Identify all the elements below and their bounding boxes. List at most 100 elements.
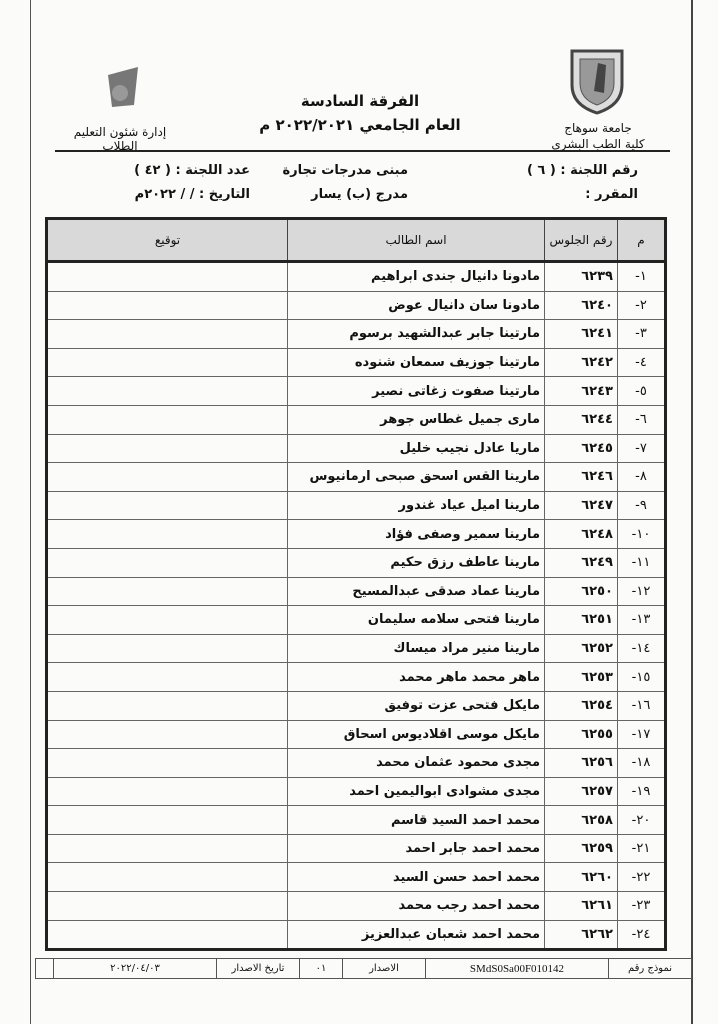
- seat-number: ٦٢٤٦: [544, 462, 618, 492]
- student-name: مارينا عماد صدقى عبدالمسيح: [287, 576, 545, 607]
- signature-cell: [46, 462, 288, 492]
- seat-number: ٦٢٤٤: [544, 404, 618, 435]
- edition: ٠١: [299, 959, 342, 978]
- table-row: ٢٤- ٦٢٦٢ محمد احمد شعبان عبدالعزيز: [46, 919, 666, 951]
- faculty-name: كلية الطب البشرى: [551, 137, 645, 151]
- form-footer: نموذج رقم SMdS0Sa00F010142 الاصدار ٠١ تا…: [35, 958, 692, 979]
- university-name: جامعة سوهاج: [564, 121, 632, 135]
- table-row: ٤- ٦٢٤٢ مارتينا جوزيف سمعان شنوده: [46, 347, 666, 378]
- table-row: ٢٠- ٦٢٥٨ محمد احمد السيد قاسم: [46, 805, 666, 835]
- seat-number: ٦٢٤٥: [544, 433, 618, 464]
- row-index: ١٧-: [617, 719, 666, 750]
- seat-number: ٦٢٥٣: [544, 662, 618, 692]
- row-index: ٦-: [617, 404, 666, 435]
- student-name: مارينا القس اسحق صبحى ارمانيوس: [287, 462, 545, 492]
- signature-cell: [46, 891, 288, 921]
- seat-number: ٦٢٦١: [544, 891, 618, 921]
- seat-number: ٦٢٥٥: [544, 719, 618, 750]
- signature-cell: [46, 776, 288, 807]
- row-index: ٢٣-: [617, 891, 666, 921]
- seat-number: ٦٢٥٧: [544, 776, 618, 807]
- student-name: مايكل فتحى عزت توفيق: [287, 690, 545, 721]
- footer-blank: [36, 959, 53, 978]
- signature-cell: [46, 290, 288, 321]
- signature-cell: [46, 719, 288, 750]
- seat-number: ٦٢٥٤: [544, 690, 618, 721]
- row-index: ٢١-: [617, 833, 666, 864]
- signature-cell: [46, 748, 288, 778]
- row-index: ١-: [617, 261, 666, 292]
- header-name: اسم الطالب: [287, 218, 545, 263]
- page-frame: [30, 0, 693, 1024]
- form-label: نموذج رقم: [608, 959, 691, 978]
- table-row: ١١- ٦٢٤٩ مارينا عاطف رزق حكيم: [46, 547, 666, 578]
- signature-cell: [46, 605, 288, 635]
- row-index: ١٨-: [617, 748, 666, 778]
- row-index: ١٢-: [617, 576, 666, 607]
- seat-number: ٦٢٥٠: [544, 576, 618, 607]
- seat-number: ٦٢٥٩: [544, 833, 618, 864]
- table-header-row: م رقم الجلوس اسم الطالب توقيع: [46, 218, 666, 263]
- student-name: محمد احمد رجب محمد: [287, 891, 545, 921]
- table-row: ٥- ٦٢٤٣ مارتينا صفوت زغاتى نصير: [46, 376, 666, 406]
- seat-number: ٦٢٣٩: [544, 261, 618, 292]
- seat-number: ٦٢٥٦: [544, 748, 618, 778]
- signature-cell: [46, 662, 288, 692]
- table-row: ١٩- ٦٢٥٧ مجدى مشوادى ابواليمين احمد: [46, 776, 666, 807]
- signature-cell: [46, 347, 288, 378]
- seat-number: ٦٢٤٧: [544, 490, 618, 521]
- student-name: مارينا سمير وصفى فؤاد: [287, 519, 545, 549]
- signature-cell: [46, 862, 288, 893]
- seat-number: ٦٢٤٣: [544, 376, 618, 406]
- table-row: ٢١- ٦٢٥٩ محمد احمد جابر احمد: [46, 833, 666, 864]
- table-row: ١٣- ٦٢٥١ مارينا فتحى سلامه سليمان: [46, 605, 666, 635]
- committee-count: عدد اللجنة : ( ٤٢ ): [134, 163, 250, 178]
- signature-cell: [46, 261, 288, 292]
- seat-number: ٦٢٤٨: [544, 519, 618, 549]
- table-row: ١٥- ٦٢٥٣ ماهر محمد ماهر محمد: [46, 662, 666, 692]
- student-name: مارينا اميل عياد غندور: [287, 490, 545, 521]
- student-name: محمد احمد شعبان عبدالعزيز: [287, 919, 545, 951]
- table-row: ١٢- ٦٢٥٠ مارينا عماد صدقى عبدالمسيح: [46, 576, 666, 607]
- student-name: مجدى مشوادى ابواليمين احمد: [287, 776, 545, 807]
- header-seat: رقم الجلوس: [544, 218, 618, 263]
- seat-number: ٦٢٤٢: [544, 347, 618, 378]
- row-index: ١٥-: [617, 662, 666, 692]
- row-index: ٨-: [617, 462, 666, 492]
- row-index: ١٩-: [617, 776, 666, 807]
- seat-number: ٦٢٤١: [544, 319, 618, 349]
- table-row: ٢- ٦٢٤٠ مادونا سان دانيال عوض: [46, 290, 666, 321]
- issue-date: ٢٠٢٢/٠٤/٠٣: [53, 959, 216, 978]
- header-signature: توقيع: [46, 218, 288, 263]
- table-row: ١٤- ٦٢٥٢ مارينا منير مراد ميساك: [46, 633, 666, 664]
- table-row: ٦- ٦٢٤٤ مارى جميل غطاس جوهر: [46, 404, 666, 435]
- seat-number: ٦٢٥١: [544, 605, 618, 635]
- student-name: مارى جميل غطاس جوهر: [287, 404, 545, 435]
- seat-number: ٦٢٦٠: [544, 862, 618, 893]
- student-name: مارتينا جابر عبدالشهيد برسوم: [287, 319, 545, 349]
- hall: مدرج (ب) يسار: [311, 187, 408, 202]
- seat-number: ٦٢٤٩: [544, 547, 618, 578]
- issue-date-label: تاريخ الاصدار: [216, 959, 299, 978]
- row-index: ١٦-: [617, 690, 666, 721]
- table-row: ١- ٦٢٣٩ مادونا دانيال جندى ابراهيم: [46, 261, 666, 292]
- signature-cell: [46, 376, 288, 406]
- signature-cell: [46, 519, 288, 549]
- seat-number: ٦٢٥٨: [544, 805, 618, 835]
- table-row: ٧- ٦٢٤٥ ماريا عادل نجيب خليل: [46, 433, 666, 464]
- student-name: محمد احمد حسن السيد: [287, 862, 545, 893]
- seat-number: ٦٢٤٠: [544, 290, 618, 321]
- table-row: ١٧- ٦٢٥٥ مايكل موسى اقلاديوس اسحاق: [46, 719, 666, 750]
- student-name: مارتينا جوزيف سمعان شنوده: [287, 347, 545, 378]
- student-name: محمد احمد السيد قاسم: [287, 805, 545, 835]
- signature-cell: [46, 404, 288, 435]
- row-index: ٧-: [617, 433, 666, 464]
- table-row: ٢٢- ٦٢٦٠ محمد احمد حسن السيد: [46, 862, 666, 893]
- table-row: ١٨- ٦٢٥٦ مجدى محمود عثمان محمد: [46, 748, 666, 778]
- row-index: ٢٢-: [617, 862, 666, 893]
- signature-cell: [46, 805, 288, 835]
- department-caption: إدارة شئون التعليم الطلاب: [73, 125, 167, 153]
- seat-number: ٦٢٥٢: [544, 633, 618, 664]
- signature-cell: [46, 833, 288, 864]
- university-caption: جامعة سوهاج كلية الطب البشرى: [548, 120, 648, 152]
